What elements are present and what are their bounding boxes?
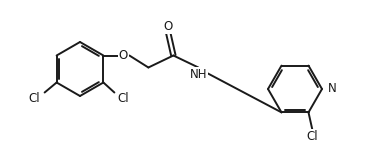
Text: Cl: Cl xyxy=(307,130,318,143)
Text: Cl: Cl xyxy=(28,92,40,105)
Text: NH: NH xyxy=(190,68,207,81)
Text: N: N xyxy=(328,82,337,95)
Text: O: O xyxy=(164,20,173,33)
Text: O: O xyxy=(119,49,128,62)
Text: Cl: Cl xyxy=(117,92,129,105)
